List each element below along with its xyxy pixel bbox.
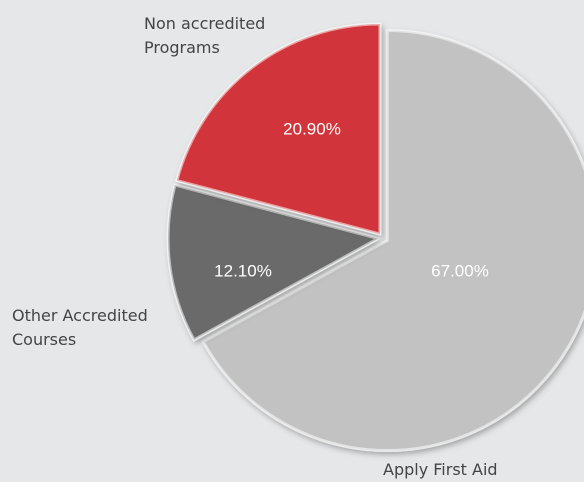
slice-value-label: 12.10%	[214, 261, 272, 280]
category-label: Non accredited Programs	[144, 14, 266, 57]
pie-slice	[201, 29, 584, 453]
pie-slice	[175, 22, 382, 236]
category-label: Apply First Aid	[383, 460, 498, 479]
slice-value-label: 20.90%	[283, 119, 341, 138]
category-label: Other Accredited Courses	[12, 306, 148, 349]
pie-slice	[166, 183, 383, 342]
slice-value-label: 67.00%	[431, 261, 489, 280]
